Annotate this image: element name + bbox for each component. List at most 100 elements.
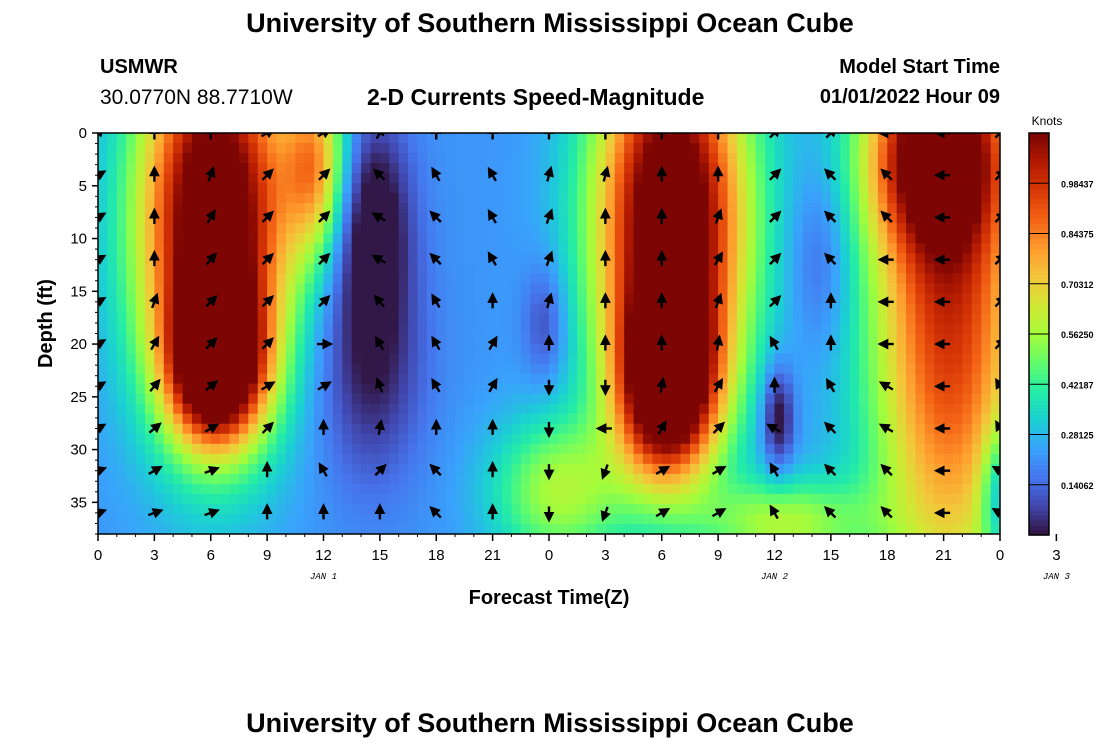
heatmap-cell	[398, 383, 409, 395]
heatmap-cell	[915, 323, 926, 335]
heatmap-cell	[295, 203, 306, 214]
heatmap-cell	[314, 133, 325, 144]
heatmap-cell	[755, 463, 766, 475]
heatmap-cell	[492, 403, 503, 415]
heatmap-cell	[361, 243, 372, 254]
heatmap-cell	[577, 363, 588, 375]
heatmap-cell	[408, 393, 419, 405]
heatmap-cell	[135, 193, 146, 204]
current-vector-arrow	[204, 465, 220, 477]
heatmap-cell	[812, 323, 823, 335]
heatmap-cell	[943, 353, 954, 365]
heatmap-cell	[962, 493, 973, 505]
heatmap-cell	[859, 333, 870, 345]
heatmap-cell	[774, 183, 785, 194]
heatmap-cell	[502, 363, 513, 375]
heatmap-cell	[915, 293, 926, 305]
heatmap-cell	[915, 313, 926, 325]
heatmap-cell	[774, 133, 785, 144]
heatmap-cell	[295, 503, 306, 515]
heatmap-cell	[708, 343, 719, 355]
heatmap-cell	[849, 493, 860, 505]
heatmap-cell	[624, 523, 635, 534]
colorbar-segment	[1029, 339, 1049, 345]
heatmap-cell	[464, 273, 475, 284]
heatmap-cell	[361, 483, 372, 495]
heatmap-cell	[689, 233, 700, 244]
heatmap-cell	[436, 403, 447, 415]
current-vector-arrow	[375, 377, 386, 393]
heatmap-cell	[285, 203, 296, 214]
heatmap-cell	[135, 493, 146, 505]
heatmap-cell	[135, 423, 146, 435]
heatmap-cell	[464, 343, 475, 355]
heatmap-cell	[680, 203, 691, 214]
heatmap-cell	[736, 223, 747, 234]
heatmap-cell	[238, 523, 249, 534]
heatmap-cell	[661, 263, 672, 274]
heatmap-cell	[877, 273, 888, 284]
heatmap-cell	[351, 493, 362, 505]
heatmap-cell	[98, 223, 108, 234]
heatmap-cell	[492, 333, 503, 345]
heatmap-cell	[981, 513, 992, 525]
heatmap-cell	[154, 263, 165, 274]
heatmap-cell	[830, 283, 841, 294]
heatmap-cell	[201, 223, 212, 234]
heatmap-cell	[295, 493, 306, 505]
heatmap-cell	[351, 293, 362, 305]
heatmap-cell	[530, 493, 541, 505]
heatmap-cell	[718, 133, 729, 144]
heatmap-cell	[755, 173, 766, 184]
heatmap-cell	[445, 443, 456, 455]
heatmap-cell	[549, 343, 559, 355]
heatmap-cell	[680, 403, 691, 415]
heatmap-cell	[389, 393, 400, 405]
heatmap-cell	[708, 153, 719, 164]
heatmap-cell	[210, 173, 221, 184]
heatmap-cell	[135, 323, 146, 335]
heatmap-cell	[483, 523, 494, 534]
heatmap-cell	[248, 173, 259, 184]
heatmap-cell	[229, 133, 240, 144]
heatmap-cell	[859, 283, 870, 294]
heatmap-cell	[332, 333, 343, 345]
heatmap-cell	[464, 373, 475, 385]
heatmap-cell	[755, 443, 766, 455]
heatmap-cell	[718, 243, 729, 254]
heatmap-cell	[370, 203, 381, 214]
heatmap-cell	[455, 233, 466, 244]
heatmap-cell	[173, 193, 184, 204]
heatmap-cell	[530, 423, 541, 435]
heatmap-cell	[295, 363, 306, 375]
heatmap-cell	[718, 213, 729, 224]
heatmap-cell	[492, 323, 503, 335]
heatmap-cell	[210, 193, 221, 204]
heatmap-cell	[567, 403, 578, 415]
heatmap-cell	[314, 443, 325, 455]
heatmap-cell	[455, 203, 466, 214]
heatmap-cell	[793, 493, 804, 505]
heatmap-cell	[304, 143, 315, 154]
colorbar-segment	[1029, 298, 1049, 305]
heatmap-cell	[943, 433, 954, 445]
heatmap-cell	[116, 413, 127, 425]
heatmap-cell	[520, 423, 531, 435]
heatmap-cell	[248, 413, 259, 425]
heatmap-cell	[436, 263, 447, 274]
heatmap-cell	[586, 263, 597, 274]
heatmap-cell	[586, 293, 597, 305]
heatmap-cell	[511, 203, 522, 214]
heatmap-cell	[304, 333, 315, 345]
heatmap-cell	[210, 403, 221, 415]
heatmap-cell	[116, 483, 127, 495]
heatmap-cell	[755, 143, 766, 154]
heatmap-cell	[126, 453, 137, 465]
heatmap-cell	[990, 443, 1000, 455]
heatmap-cell	[154, 303, 165, 315]
heatmap-cell	[379, 393, 390, 405]
current-vector-arrow	[878, 423, 894, 434]
heatmap-cell	[191, 163, 202, 174]
heatmap-cell	[906, 323, 917, 335]
heatmap-cell	[624, 293, 635, 305]
